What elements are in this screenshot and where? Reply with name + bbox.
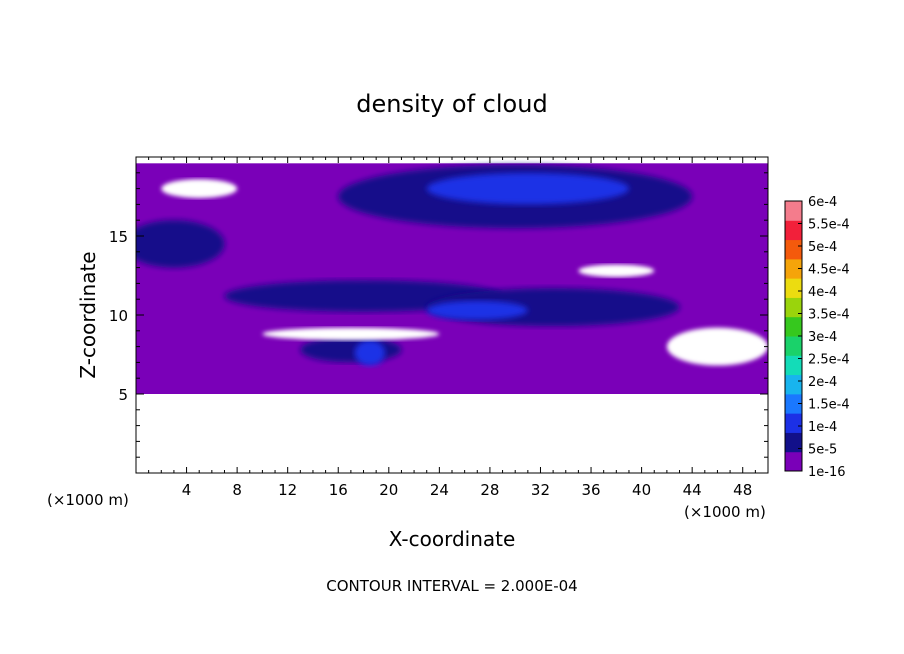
x-axis-label: X-coordinate <box>389 527 516 551</box>
colorbar-label: 4e-4 <box>808 285 837 300</box>
x-tick-label: 32 <box>531 481 550 499</box>
colorbar-swatch <box>785 374 802 395</box>
gap-2 <box>666 327 768 366</box>
gap-0 <box>161 179 238 199</box>
gap-3 <box>578 264 655 278</box>
x-tick-label: 20 <box>379 481 398 499</box>
y-tick-label: 5 <box>118 386 128 404</box>
x-tick-label: 48 <box>733 481 752 499</box>
x-tick-label: 40 <box>632 481 651 499</box>
colorbar-label: 5.5e-4 <box>808 218 850 233</box>
clear-air-gaps <box>161 179 768 366</box>
colorbar-label: 1.5e-4 <box>808 398 850 413</box>
x-tick-label: 4 <box>182 481 192 499</box>
colorbar-swatch <box>785 316 802 337</box>
colorbar-label: 2.5e-4 <box>808 353 850 368</box>
y-axis-label: Z-coordinate <box>76 251 100 378</box>
x-tick-label: 12 <box>278 481 297 499</box>
colorbar-swatch <box>785 336 802 356</box>
y-tick-label: 15 <box>109 228 128 246</box>
colorbar-swatch <box>785 432 802 453</box>
colorbar-label: 6e-4 <box>808 195 837 210</box>
colorbar-swatch <box>785 451 802 472</box>
region-2 <box>136 220 225 268</box>
colorbar-swatch <box>785 201 802 221</box>
x-tick-label: 16 <box>329 481 348 499</box>
colorbar-swatch <box>785 220 802 241</box>
x-tick-label: 44 <box>683 481 702 499</box>
colorbar-label: 2e-4 <box>808 375 837 390</box>
colorbar-swatch <box>785 278 802 298</box>
x-unit-note-left: (×1000 m) <box>47 491 129 509</box>
colorbar-label: 4.5e-4 <box>808 263 850 278</box>
colorbar-swatch <box>785 258 802 279</box>
colorbar-label: 5e-5 <box>808 443 837 458</box>
x-ticks: 4 8 12 16 20 24 28 32 36 40 44 48 <box>148 157 756 499</box>
colorbar-swatch <box>785 355 802 376</box>
colorbar-swatch <box>785 413 802 433</box>
region-8 <box>354 340 386 366</box>
colorbar-label: 3e-4 <box>808 330 837 345</box>
x-tick-label: 28 <box>480 481 499 499</box>
colorbar-swatch <box>785 239 802 260</box>
colorbar-swatch <box>785 393 802 414</box>
colorbar-label: 5e-4 <box>808 240 837 255</box>
gap-1 <box>262 327 440 341</box>
colorbar: 1e-16 5e-5 1e-4 1.5e-4 2e-4 2.5e-4 3e-4 3.5e-4 4… <box>784 195 850 480</box>
y-ticks: 5 10 15 <box>109 172 768 458</box>
colorbar-label: 3.5e-4 <box>808 308 850 323</box>
x-tick-label: 24 <box>430 481 449 499</box>
colorbar-label: 1e-16 <box>808 465 846 480</box>
region-6 <box>426 172 629 205</box>
region-5 <box>300 337 402 363</box>
plot-area <box>136 163 768 394</box>
y-tick-label: 10 <box>109 307 128 325</box>
contour-interval-footer: CONTOUR INTERVAL = 2.000E-04 <box>326 577 577 595</box>
chart-title: density of cloud <box>356 90 547 118</box>
region-7 <box>426 300 528 320</box>
colorbar-swatch <box>785 297 802 318</box>
x-tick-label: 36 <box>581 481 600 499</box>
x-tick-label: 8 <box>232 481 242 499</box>
colorbar-label: 1e-4 <box>808 420 837 435</box>
cloud-density-field <box>136 163 768 394</box>
x-unit-note-right: (×1000 m) <box>684 503 766 521</box>
